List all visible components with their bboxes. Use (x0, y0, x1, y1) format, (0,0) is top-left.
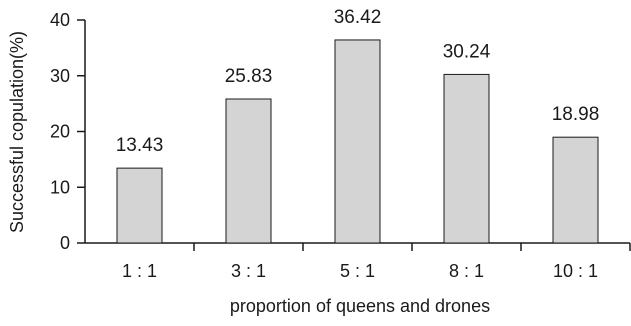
bar (116, 167, 163, 244)
bar-value-label: 30.24 (443, 41, 491, 62)
y-tick-label: 10 (50, 177, 70, 197)
y-tick-label: 30 (50, 66, 70, 86)
x-tick-label: 10 : 1 (553, 261, 598, 281)
bar (225, 98, 272, 244)
y-tick-label: 40 (50, 10, 70, 30)
bars (116, 39, 599, 244)
x-axis: 1 : 1 3 : 1 5 : 1 8 : 1 10 : 1 (85, 242, 631, 281)
x-tick-label: 5 : 1 (340, 261, 375, 281)
y-tick-label: 0 (60, 233, 70, 253)
y-tick-label: 20 (50, 122, 70, 142)
x-tick-label: 3 : 1 (231, 261, 266, 281)
bar-value-label: 18.98 (552, 104, 600, 125)
x-tick-label: 1 : 1 (122, 261, 157, 281)
bar (334, 39, 381, 244)
bar-value-label: 13.43 (116, 135, 164, 156)
y-axis: 0 10 20 30 40 (50, 10, 86, 253)
bar (443, 73, 490, 244)
y-axis-title: Successful copulation(%) (7, 31, 27, 233)
value-labels: 13.43 25.83 36.42 30.24 18.98 (116, 7, 600, 156)
bar-value-label: 25.83 (225, 66, 273, 87)
bar-value-label: 36.42 (334, 7, 382, 28)
bar (552, 136, 599, 244)
x-tick-label: 8 : 1 (449, 261, 484, 281)
x-axis-title: proportion of queens and drones (230, 296, 490, 316)
